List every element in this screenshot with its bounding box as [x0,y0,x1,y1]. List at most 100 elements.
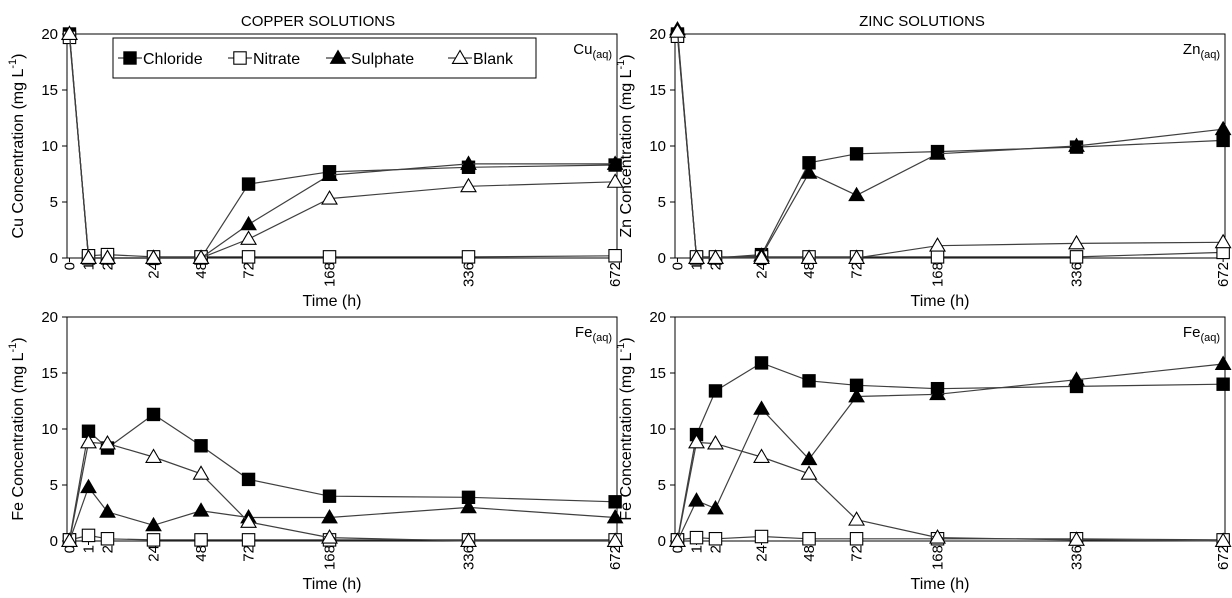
y-tick-label: 20 [41,309,58,326]
data-point-blank [460,532,477,547]
x-tick-label: 0 [669,545,686,553]
data-point-blank [848,249,866,264]
data-point-blank [1214,532,1232,547]
x-tick-label: 0 [61,545,78,553]
data-point-blank [606,173,624,188]
data-point-sulphate [929,145,946,160]
plot-frame [674,316,1226,542]
data-point-blank [192,465,210,480]
y-tick-label: 15 [649,365,666,382]
x-tick-label: 1 [689,545,706,553]
plot-frame [66,316,618,542]
x-tick-label: 336 [1069,262,1086,287]
x-tick-label: 168 [930,545,947,570]
data-point-sulphate [800,164,818,179]
x-tick-label: 672 [1215,545,1232,570]
data-point-nitrate [241,250,256,264]
series-nitrate [670,29,1230,264]
x-axis-title: Time (h) [303,293,362,310]
data-point-blank [61,25,78,40]
data-point-sulphate [753,400,770,415]
data-point-blank [192,249,210,264]
data-point-sulphate [99,503,116,518]
data-point-nitrate [1069,250,1084,264]
data-point-blank [145,249,162,264]
data-point-nitrate [146,533,161,547]
x-tick-label: 1 [689,262,706,270]
data-point-nitrate [241,533,256,547]
series-line [676,362,1224,541]
copper-solutions-title: COPPER SOLUTIONS [241,13,395,30]
series-line [676,31,1224,259]
data-point-sulphate [1068,371,1085,386]
data-point-sulphate [800,450,818,466]
x-axis-title: Time (h) [911,576,970,593]
data-point-sulphate [240,215,257,231]
y-axis-title: Zn Concentration (mg L-1) [615,54,635,237]
data-point-nitrate [100,532,115,546]
series-sulphate [61,478,624,547]
y-tick-label: 15 [41,82,58,99]
data-point-blank [80,433,97,449]
series-blank [669,23,1232,264]
x-tick-label: 48 [801,545,818,562]
data-point-blank [753,448,770,463]
y-tick-label: 10 [649,421,666,438]
y-tick-label: 15 [41,365,58,382]
data-point-sulphate [321,508,338,524]
x-tick-label: 72 [241,545,258,562]
x-axis-title: Time (h) [911,293,970,310]
y-tick-label: 20 [649,26,666,43]
y-tick-label: 20 [649,309,666,326]
data-point-blank [669,23,686,38]
zinc-solutions-title: ZINC SOLUTIONS [859,13,985,30]
data-point-nitrate [194,533,208,547]
x-tick-label: 0 [61,262,78,270]
x-tick-label: 48 [193,262,210,279]
data-point-sulphate [460,498,477,514]
x-tick-label: 24 [754,262,771,279]
x-tick-label: 72 [849,545,866,562]
y-axis-title: Fe Concentration (mg L-1) [7,337,27,520]
data-point-sulphate [80,478,97,494]
data-point-sulphate [1214,355,1232,370]
x-tick-label: 1 [81,262,98,270]
data-point-chloride [849,147,864,161]
data-point-sulphate [929,385,946,401]
x-tick-label: 48 [193,545,210,562]
data-point-sulphate [1068,137,1085,152]
data-point-blank [99,249,116,264]
data-point-sulphate [688,492,705,507]
data-point-blank [606,532,624,547]
data-point-chloride [322,489,337,503]
data-point-sulphate [192,502,210,517]
y-tick-label: 15 [649,82,666,99]
x-tick-label: 72 [849,262,866,279]
data-point-chloride [608,495,622,509]
x-tick-label: 168 [930,262,947,287]
legend-label: Chloride [143,51,203,68]
y-axis-title: Cu Concentration (mg L-1) [7,54,27,239]
data-point-blank [240,230,258,245]
data-point-chloride [146,407,161,422]
x-tick-label: 2 [707,545,724,553]
y-tick-label: 0 [658,533,666,550]
legend-marker [233,51,247,65]
data-point-nitrate [608,249,622,263]
y-tick-label: 0 [50,250,58,267]
data-point-chloride [1216,133,1230,148]
legend-marker [451,49,469,64]
x-axis-title: Time (h) [303,576,362,593]
x-tick-label: 2 [99,262,116,270]
y-tick-label: 10 [41,138,58,155]
x-tick-label: 24 [146,545,163,562]
data-point-chloride [241,472,256,487]
data-point-sulphate [707,500,724,515]
data-point-nitrate [81,528,96,543]
data-point-blank [61,532,78,547]
data-point-sulphate [145,516,162,532]
data-point-sulphate [848,186,865,202]
data-point-chloride [802,374,816,388]
